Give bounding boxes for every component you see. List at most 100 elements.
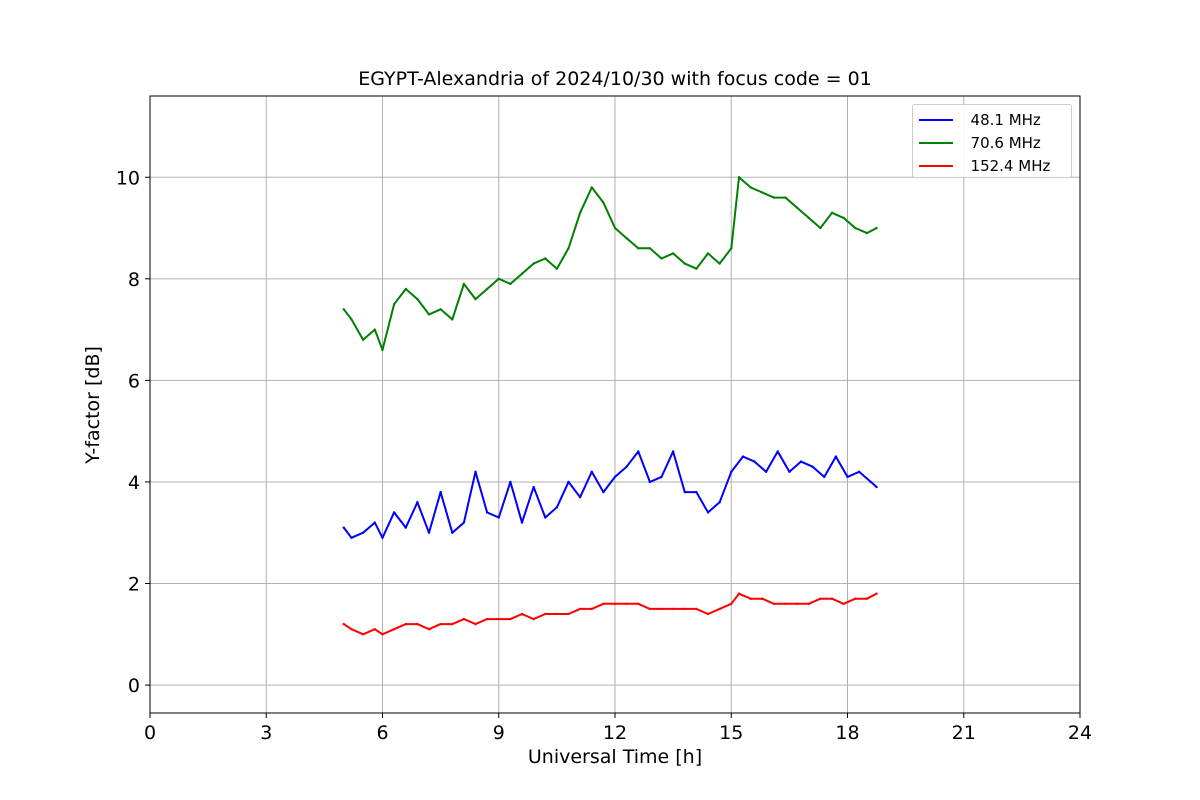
series-2-point-2 xyxy=(361,633,365,636)
chart-title: EGYPT-Alexandria of 2024/10/30 with focu… xyxy=(358,68,872,90)
series-0-point-34 xyxy=(730,470,733,473)
series-1-point-20 xyxy=(567,247,570,250)
series-0-point-2 xyxy=(361,531,365,534)
series-0-point-21 xyxy=(578,495,582,499)
series-0-point-44 xyxy=(846,475,849,479)
series-2-point-21 xyxy=(578,607,582,611)
series-2-point-13 xyxy=(485,617,489,621)
series-0-point-40 xyxy=(799,460,803,463)
series-0-point-30 xyxy=(683,490,686,494)
series-2-point-15 xyxy=(509,617,512,621)
series-0-point-37 xyxy=(764,470,768,473)
series-2-point-9 xyxy=(439,622,442,626)
series-1-point-17 xyxy=(532,262,535,265)
series-1-point-41 xyxy=(807,216,810,220)
series-2-point-39 xyxy=(784,602,787,606)
series-2-point-23 xyxy=(602,602,605,606)
series-0-point-20 xyxy=(567,480,570,484)
series-line-1 xyxy=(343,176,878,351)
series-0-point-26 xyxy=(637,450,640,453)
series-2-point-29 xyxy=(671,607,675,611)
legend: 48.1 MHz 70.6 MHz 152.4 MHz xyxy=(912,104,1072,178)
x-tick-label-8: 24 xyxy=(1068,722,1092,744)
series-1-point-30 xyxy=(683,262,686,265)
series-1-point-12 xyxy=(474,297,477,301)
series-2-point-24 xyxy=(613,602,617,606)
series-2-point-16 xyxy=(520,612,524,616)
series-0-point-5 xyxy=(392,511,396,514)
series-2-point-37 xyxy=(761,597,764,600)
series-1-point-29 xyxy=(671,252,675,255)
series-1-point-3 xyxy=(373,328,376,331)
series-2-point-27 xyxy=(648,607,652,611)
series-1-point-0 xyxy=(342,308,345,311)
series-0-point-12 xyxy=(474,470,477,473)
series-2-point-34 xyxy=(730,602,733,606)
series-1-point-43 xyxy=(830,211,834,214)
series-0-point-28 xyxy=(660,475,663,479)
series-0-point-32 xyxy=(706,511,710,514)
series-2-point-4 xyxy=(381,633,384,636)
series-2-point-0 xyxy=(342,622,345,626)
series-1-point-19 xyxy=(555,267,559,270)
series-2-point-41 xyxy=(807,602,810,606)
series-2-point-11 xyxy=(462,617,466,621)
series-2-point-1 xyxy=(350,628,353,631)
series-0-point-19 xyxy=(555,506,559,509)
series-2-point-31 xyxy=(695,607,698,611)
series-1-point-34 xyxy=(730,247,733,250)
series-0-point-9 xyxy=(439,490,442,494)
y-tick-label-2: 4 xyxy=(128,472,140,494)
grid-layer xyxy=(149,96,1081,713)
x-tick-label-6: 18 xyxy=(835,722,859,744)
series-0-point-24 xyxy=(613,475,617,479)
series-1-point-35 xyxy=(737,176,741,179)
series-2-point-33 xyxy=(718,607,721,611)
x-tick-label-2: 6 xyxy=(376,722,388,744)
legend-item-152-4: 152.4 MHz xyxy=(919,154,1065,177)
series-1-point-25 xyxy=(625,236,628,240)
legend-swatch-48-1 xyxy=(919,118,953,121)
series-0-point-3 xyxy=(373,521,376,524)
series-1-point-26 xyxy=(637,247,640,250)
series-2-point-14 xyxy=(497,617,500,621)
series-0-point-4 xyxy=(381,536,384,540)
series-1-point-40 xyxy=(795,206,799,209)
series-1-point-13 xyxy=(485,287,489,291)
series-2-point-46 xyxy=(865,597,869,600)
series-1-point-16 xyxy=(520,272,524,275)
series-2-point-35 xyxy=(737,592,741,595)
series-2-point-26 xyxy=(637,602,640,606)
series-1-point-37 xyxy=(761,191,764,194)
legend-item-70-6: 70.6 MHz xyxy=(919,131,1065,154)
series-0-point-6 xyxy=(404,526,407,529)
y-tick-label-0: 0 xyxy=(128,675,140,697)
series-line-2 xyxy=(343,592,878,636)
series-1-point-32 xyxy=(706,252,710,255)
series-1-point-9 xyxy=(439,308,442,311)
series-0-point-13 xyxy=(485,511,489,514)
series-1-point-47 xyxy=(875,226,878,230)
series-1-point-22 xyxy=(590,186,593,189)
series-1-point-36 xyxy=(749,186,752,189)
series-2-point-43 xyxy=(830,597,834,600)
x-tick-label-3: 9 xyxy=(493,722,505,744)
series-2-point-28 xyxy=(660,607,663,611)
series-0-point-45 xyxy=(857,470,861,473)
series-2-point-5 xyxy=(392,628,396,631)
series-2-point-7 xyxy=(416,622,419,626)
series-1-point-4 xyxy=(381,348,384,352)
series-2-point-42 xyxy=(819,597,822,600)
y-tick-label-1: 2 xyxy=(128,574,140,596)
series-1-point-10 xyxy=(451,318,454,321)
y-tick-label-5: 10 xyxy=(116,167,140,189)
series-1-point-5 xyxy=(392,303,396,306)
series-2-point-36 xyxy=(749,597,752,600)
series-0-point-29 xyxy=(671,450,675,453)
series-1-point-31 xyxy=(695,267,698,270)
y-tick-label-4: 8 xyxy=(128,269,140,291)
series-0-point-36 xyxy=(753,460,756,463)
series-1-point-28 xyxy=(660,257,663,260)
series-2-point-17 xyxy=(532,617,535,621)
